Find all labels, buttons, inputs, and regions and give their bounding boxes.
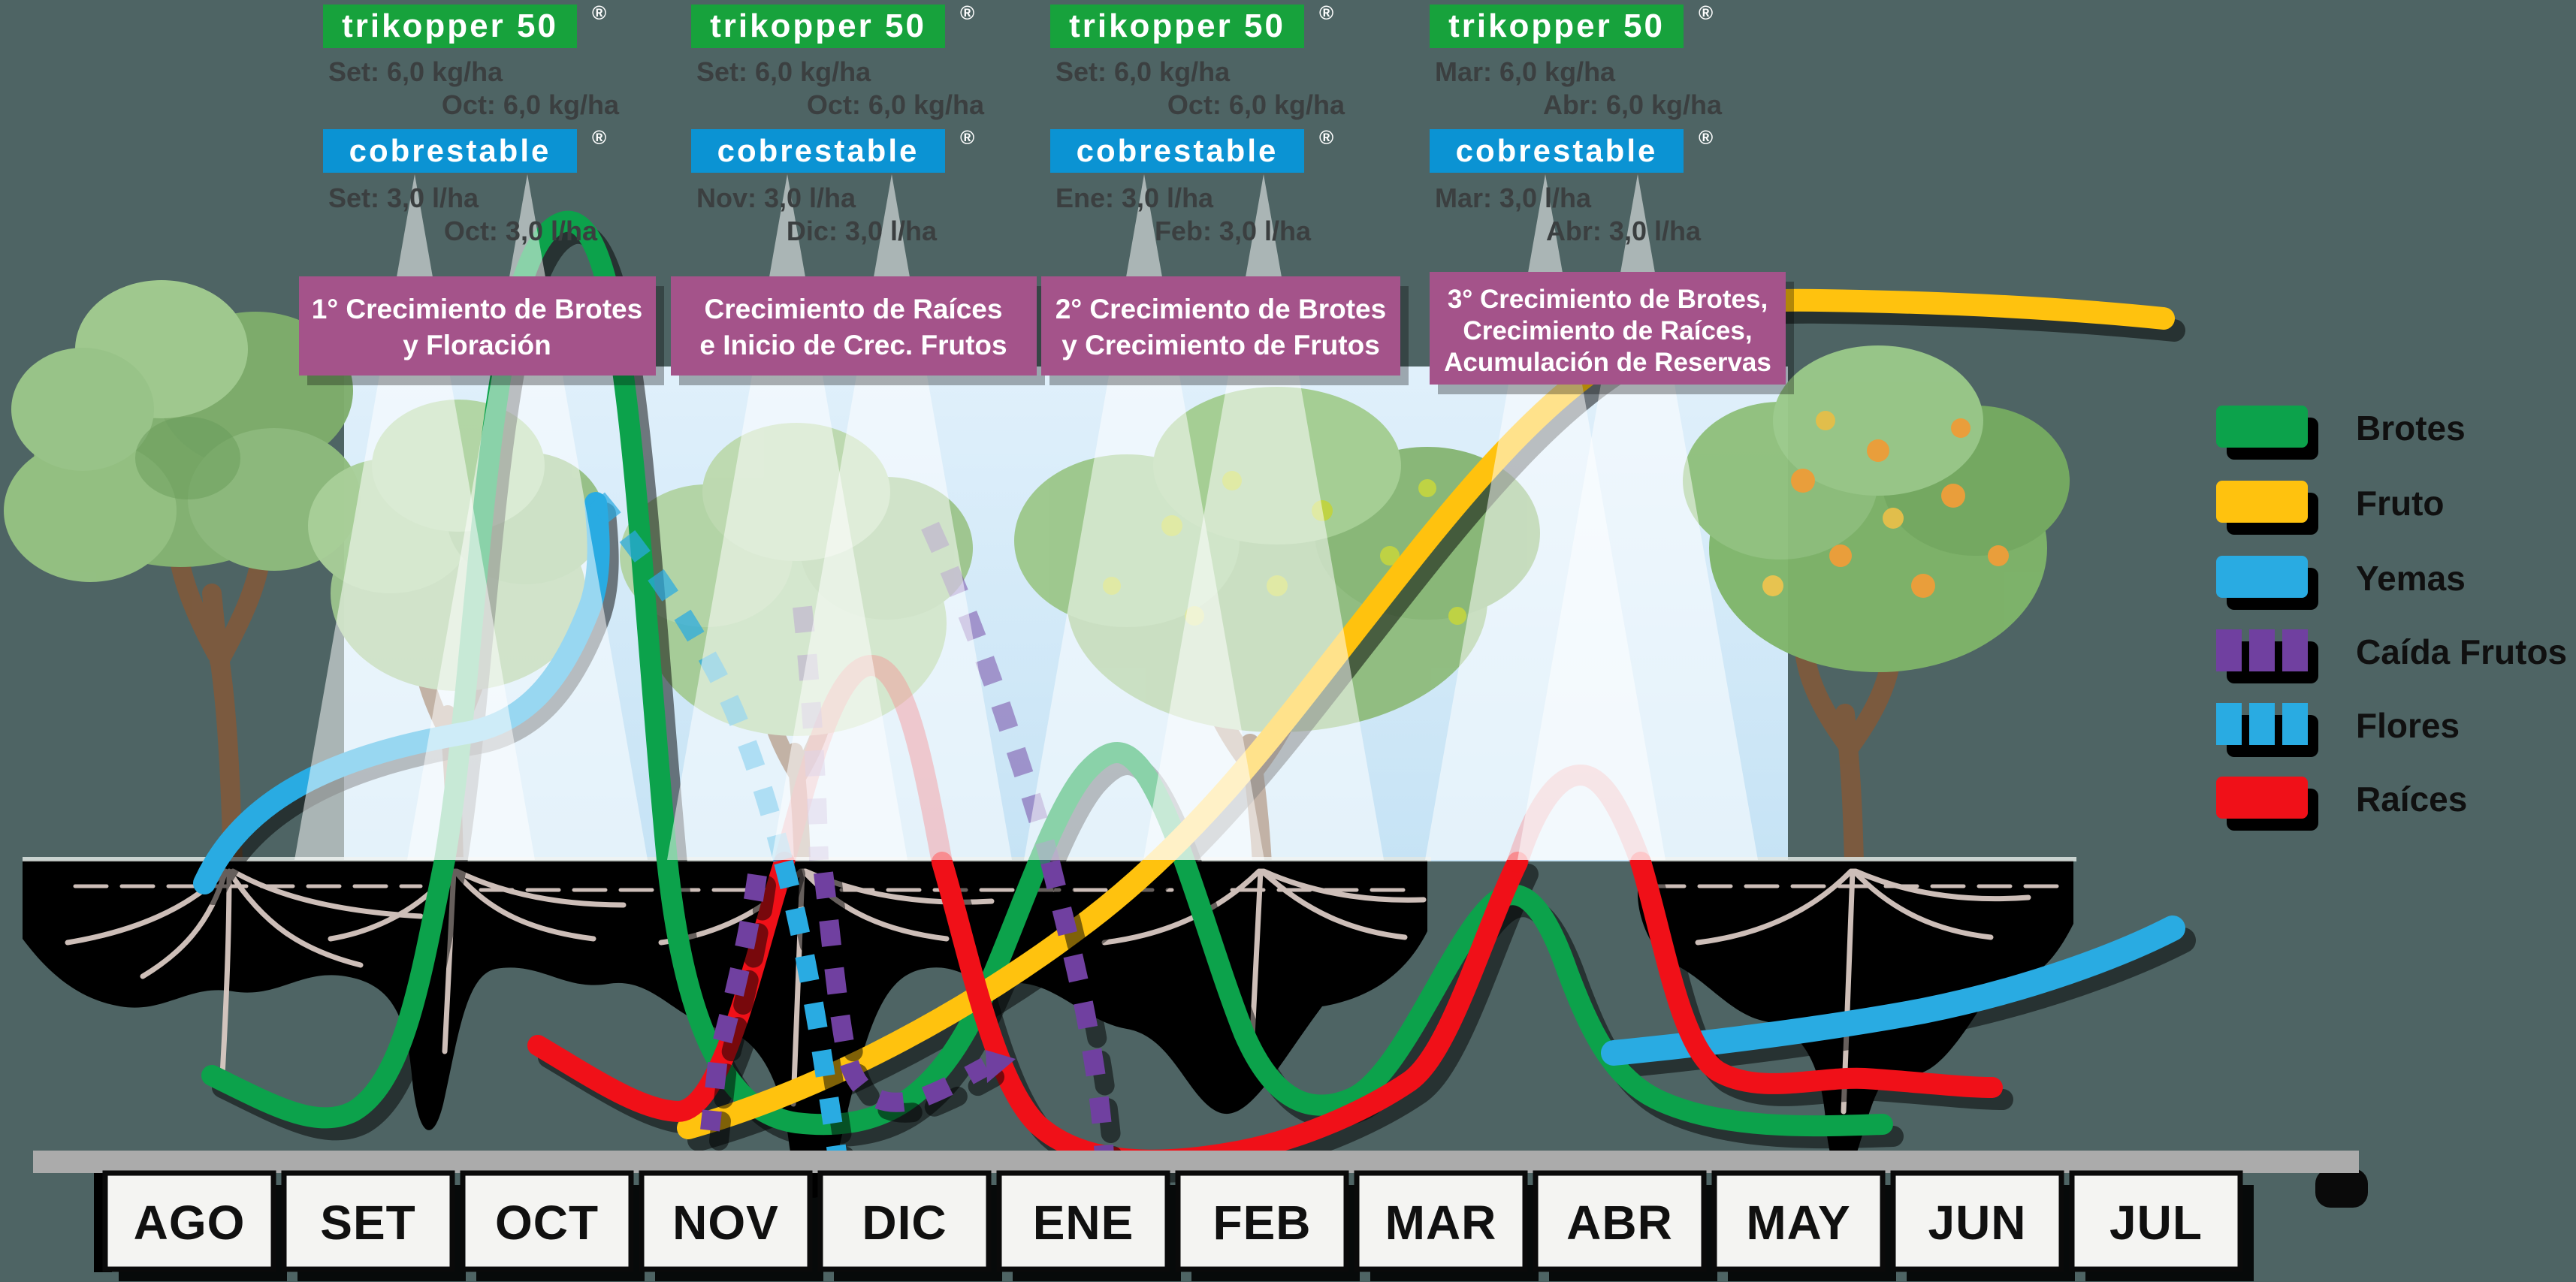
- orange-fruits: [1762, 411, 2009, 598]
- month-label: OCT: [495, 1196, 599, 1250]
- registered-icon: ®: [960, 2, 974, 24]
- caida-arrowhead: [986, 1050, 1016, 1083]
- cobrestable-dose-1: Mar: 3,0 l/ha: [1435, 182, 1592, 213]
- legend-item-yemas: Yemas: [2216, 556, 2466, 610]
- cobrestable-dose-2: Abr: 3,0 l/ha: [1546, 216, 1702, 246]
- svg-text:Brotes: Brotes: [2356, 409, 2466, 448]
- registered-icon: ®: [592, 2, 606, 24]
- month-label: ENE: [1033, 1196, 1134, 1250]
- legend: Brotes Fruto Yemas Caída Frutos Flores R…: [2216, 406, 2567, 831]
- svg-text:Yemas: Yemas: [2356, 559, 2466, 598]
- trikopper-dose-1: Set: 6,0 kg/ha: [1055, 56, 1231, 87]
- svg-text:trikopper 50: trikopper 50: [710, 8, 926, 44]
- legend-swatch: [2216, 777, 2308, 819]
- month-label: MAR: [1385, 1196, 1497, 1250]
- cobrestable-dose-1: Nov: 3,0 l/ha: [696, 182, 856, 213]
- trikopper-dose-1: Set: 6,0 kg/ha: [328, 56, 503, 87]
- month-label: JUL: [2109, 1196, 2203, 1250]
- stage-line-1: 1° Crecimiento de Brotes: [312, 294, 642, 324]
- stage-line-2: Crecimiento de Raíces,: [1463, 316, 1752, 345]
- stage-box: [1430, 272, 1786, 385]
- stage-line-2: y Crecimiento de Frutos: [1062, 330, 1380, 360]
- application-group-3: trikopper 50 ® Set: 6,0 kg/ha Oct: 6,0 k…: [1041, 2, 1409, 385]
- month-cells: AGO SET OCT NOV DIC ENE FEB MAR ABR MAY …: [102, 1170, 2254, 1281]
- trikopper-dose-1: Set: 6,0 kg/ha: [696, 56, 871, 87]
- month-label: SET: [320, 1196, 415, 1250]
- stage-line-2: e Inicio de Crec. Frutos: [699, 330, 1007, 360]
- cobrestable-badge: [1430, 129, 1684, 173]
- month-label: NOV: [672, 1196, 779, 1250]
- legend-swatch: [2216, 556, 2308, 598]
- cobrestable-badge: [691, 129, 945, 173]
- stage-line-1: 3° Crecimiento de Brotes,: [1448, 285, 1768, 314]
- cobrestable-badge: [1050, 129, 1304, 173]
- cobrestable-dose-2: Dic: 3,0 l/ha: [787, 216, 938, 246]
- trikopper-dose-2: Oct: 6,0 kg/ha: [442, 89, 620, 120]
- application-group-2: trikopper 50 ® Set: 6,0 kg/ha Oct: 6,0 k…: [671, 2, 1045, 385]
- legend-item-brotes: Brotes: [2216, 406, 2466, 460]
- ground-line-right: [1636, 857, 2076, 861]
- svg-text:Raíces: Raíces: [2356, 780, 2467, 819]
- root-veins: [65, 868, 2061, 1115]
- trikopper-badge: [323, 5, 577, 48]
- stage-line-1: Crecimiento de Raíces: [705, 294, 1003, 324]
- stage-box: [1041, 276, 1400, 376]
- svg-text:Caída Frutos: Caída Frutos: [2356, 632, 2567, 671]
- month-label: DIC: [862, 1196, 947, 1250]
- legend-item-raices: Raíces: [2216, 777, 2467, 831]
- registered-icon: ®: [1699, 2, 1713, 24]
- legend-swatch: [2216, 406, 2308, 448]
- stage-line-1: 2° Crecimiento de Brotes: [1055, 294, 1386, 324]
- svg-text:Fruto: Fruto: [2356, 484, 2445, 523]
- trikopper-badge: [691, 5, 945, 48]
- axis-bar: [33, 1151, 2359, 1173]
- month-label: JUN: [1928, 1196, 2026, 1250]
- trikopper-badge: [1050, 5, 1304, 48]
- stage-box: [671, 276, 1037, 376]
- tree-august: [4, 280, 361, 873]
- month-label: FEB: [1213, 1196, 1312, 1250]
- registered-icon: ®: [1699, 126, 1713, 149]
- spray-cones: [294, 174, 1758, 860]
- registered-icon: ®: [592, 126, 606, 149]
- phenology-curves: [204, 222, 2183, 1173]
- svg-text:Flores: Flores: [2356, 706, 2460, 745]
- month-label: ABR: [1566, 1196, 1673, 1250]
- legend-item-flores: Flores: [2216, 703, 2460, 757]
- trikopper-dose-2: Oct: 6,0 kg/ha: [807, 89, 985, 120]
- trikopper-badge: [1430, 5, 1684, 48]
- trikopper-dose-1: Mar: 6,0 kg/ha: [1435, 56, 1616, 87]
- cobrestable-name: cobrestable: [349, 133, 551, 168]
- trikopper-name: trikopper 50: [342, 8, 558, 44]
- tree-may: [1683, 345, 2070, 873]
- month-label: MAY: [1746, 1196, 1850, 1250]
- trikopper-dose-2: Abr: 6,0 kg/ha: [1543, 89, 1723, 120]
- legend-item-caida-frutos: Caída Frutos: [2216, 629, 2567, 683]
- month-label: AGO: [134, 1196, 246, 1250]
- legend-item-fruto: Fruto: [2216, 481, 2445, 535]
- trikopper-dose-2: Oct: 6,0 kg/ha: [1167, 89, 1345, 120]
- cobrestable-dose-1: Set: 3,0 l/ha: [328, 182, 479, 213]
- svg-text:trikopper 50: trikopper 50: [1448, 8, 1665, 44]
- cobrestable-dose-2: Feb: 3,0 l/ha: [1155, 216, 1312, 246]
- cobrestable-dose-2: Oct: 3,0 l/ha: [444, 216, 598, 246]
- registered-icon: ®: [1319, 126, 1333, 149]
- application-group-4: trikopper 50 ® Mar: 6,0 kg/ha Abr: 6,0 k…: [1430, 2, 1794, 394]
- svg-text:trikopper 50: trikopper 50: [1069, 8, 1285, 44]
- stage-line-2: y Floración: [403, 330, 551, 360]
- svg-text:cobrestable: cobrestable: [1456, 133, 1658, 168]
- svg-text:cobrestable: cobrestable: [717, 133, 920, 168]
- cobrestable-dose-1: Ene: 3,0 l/ha: [1055, 182, 1214, 213]
- registered-icon: ®: [1319, 2, 1333, 24]
- legend-swatch: [2216, 481, 2308, 523]
- stage-line-3: Acumulación de Reservas: [1444, 348, 1771, 377]
- application-group-1: trikopper 50 ® Set: 6,0 kg/ha Oct: 6,0 k…: [299, 2, 664, 385]
- stage-box: [299, 276, 656, 376]
- svg-text:cobrestable: cobrestable: [1077, 133, 1279, 168]
- cobrestable-badge: [323, 129, 577, 173]
- month-axis: AGO SET OCT NOV DIC ENE FEB MAR ABR MAY …: [33, 1151, 2368, 1281]
- registered-icon: ®: [960, 126, 974, 149]
